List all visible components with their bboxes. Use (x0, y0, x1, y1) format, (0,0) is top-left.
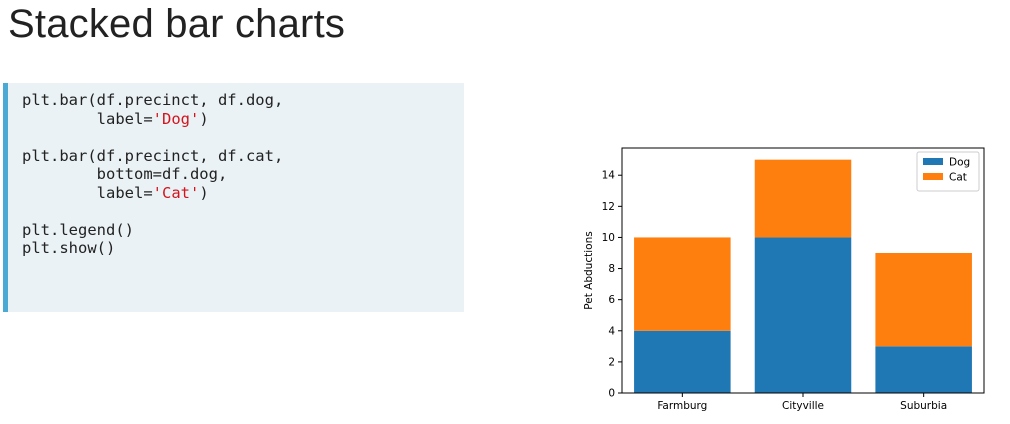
y-axis-label: Pet Abductions (583, 231, 595, 309)
code-line: plt.legend() (22, 221, 134, 239)
y-tick-label: 8 (608, 263, 615, 275)
legend-label-dog: Dog (949, 157, 970, 169)
legend-label-cat: Cat (949, 172, 967, 184)
y-tick-label: 6 (608, 294, 615, 306)
bar-dog-suburbia (875, 346, 972, 393)
slide-title: Stacked bar charts (8, 2, 346, 46)
code-line: plt.bar(df.precinct, df.cat, (22, 147, 283, 165)
code-line: plt.bar(df.precinct, df.dog, (22, 91, 283, 109)
chart-svg: Farmburg Cityville Suburbia 0 2 4 6 8 10 12 14 Pet … (583, 147, 985, 412)
code-line: label='Dog') (22, 110, 209, 128)
y-tick-label: 2 (608, 356, 615, 368)
code-token: plt.bar(df.precinct, df.cat, (22, 146, 284, 165)
x-tick-label: Cityville (782, 400, 824, 412)
code-line: plt.show() (22, 239, 115, 257)
code-token: ) (199, 183, 209, 202)
y-tick-label: 14 (602, 170, 616, 182)
code-string: 'Dog' (152, 109, 200, 128)
code-token: plt.legend() (22, 220, 134, 239)
legend-swatch-dog (923, 158, 943, 165)
code-text: plt.bar(df.precinct, df.dog, label='Dog'… (8, 83, 464, 258)
y-tick-label: 10 (602, 232, 615, 244)
legend-swatch-cat (923, 173, 943, 180)
code-line: bottom=df.dog, (22, 165, 228, 183)
bar-cat-suburbia (875, 253, 972, 347)
code-token: bottom=df.dog, (22, 165, 228, 183)
bar-cat-farmburg (634, 237, 731, 331)
y-tick-label: 4 (608, 325, 615, 337)
code-line: label='Cat') (22, 184, 209, 202)
bar-dog-cityville (754, 237, 852, 393)
y-tick-label: 0 (608, 388, 615, 400)
code-token: plt.bar(df.precinct, df.dog, (22, 91, 284, 109)
stacked-bar-chart: Farmburg Cityville Suburbia 0 2 4 6 8 10 12 14 Pet … (575, 140, 1005, 424)
code-token: label= (22, 109, 153, 128)
code-block: plt.bar(df.precinct, df.dog, label='Dog'… (3, 83, 464, 312)
bar-dog-farmburg (634, 330, 731, 393)
code-token: label= (22, 183, 153, 202)
plot-frame (621, 147, 985, 394)
x-tick-label: Suburbia (900, 400, 947, 412)
bar-cat-cityville (754, 159, 852, 238)
x-tick-label: Farmburg (657, 400, 707, 412)
y-tick-label: 12 (602, 201, 615, 213)
code-string: 'Cat' (152, 183, 200, 202)
code-token: ) (199, 109, 209, 128)
code-token: plt.show() (22, 239, 116, 257)
